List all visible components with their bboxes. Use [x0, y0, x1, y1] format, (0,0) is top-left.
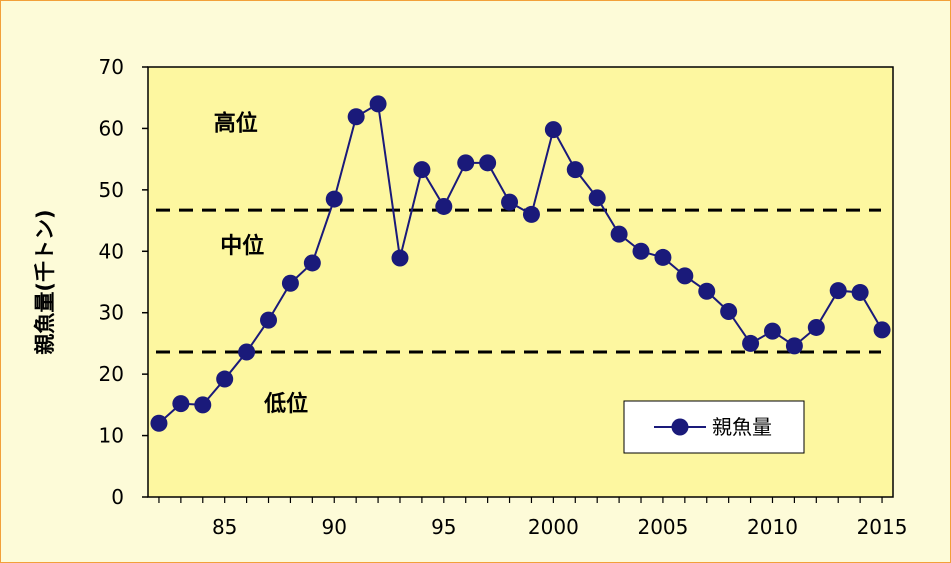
- data-point: [304, 254, 321, 271]
- data-point: [282, 275, 299, 292]
- data-point: [720, 303, 737, 320]
- data-point: [150, 415, 167, 432]
- data-point: [764, 323, 781, 340]
- data-point: [523, 206, 540, 223]
- data-point: [260, 312, 277, 329]
- legend: 親魚量: [624, 401, 804, 453]
- y-tick-label: 20: [99, 362, 124, 386]
- legend-marker: [672, 419, 689, 436]
- data-point: [611, 226, 628, 243]
- data-point: [370, 95, 387, 112]
- data-point: [698, 283, 715, 300]
- y-axis-ticks: 0 10 20 30 40 50 60 70: [99, 55, 148, 509]
- data-point: [589, 189, 606, 206]
- data-point: [808, 319, 825, 336]
- x-tick-label: 95: [431, 515, 456, 539]
- data-point: [172, 395, 189, 412]
- x-tick-label: 2000: [528, 515, 579, 539]
- data-point: [852, 284, 869, 301]
- y-tick-label: 0: [111, 485, 124, 509]
- data-point: [786, 337, 803, 354]
- x-axis-ticks: 85 90 95 2000 2005 2010 2015: [159, 497, 908, 539]
- x-tick-label: 2010: [747, 515, 798, 539]
- data-point: [216, 371, 233, 388]
- x-tick-label: 2005: [637, 515, 688, 539]
- data-point: [348, 108, 365, 125]
- zone-label: 中位: [220, 233, 264, 259]
- y-axis-label: 親魚量(千トン): [33, 209, 57, 354]
- data-point: [435, 198, 452, 215]
- x-tick-label: 2015: [857, 515, 908, 539]
- x-tick-label: 85: [212, 515, 237, 539]
- y-tick-label: 50: [99, 178, 124, 202]
- data-point: [238, 344, 255, 361]
- data-point: [326, 191, 343, 208]
- y-tick-label: 10: [99, 424, 124, 448]
- data-point: [654, 249, 671, 266]
- data-point: [633, 243, 650, 260]
- data-point: [742, 335, 759, 352]
- data-point: [457, 154, 474, 171]
- data-point: [413, 161, 430, 178]
- data-point: [830, 282, 847, 299]
- data-point: [479, 154, 496, 171]
- data-point: [874, 321, 891, 338]
- y-tick-label: 30: [99, 301, 124, 325]
- zone-label: 低位: [263, 391, 308, 417]
- y-tick-label: 70: [99, 55, 124, 79]
- zone-label: 高位: [214, 110, 258, 136]
- y-tick-label: 60: [99, 116, 124, 140]
- x-tick-label: 90: [322, 515, 347, 539]
- y-tick-label: 40: [99, 239, 124, 263]
- data-point: [545, 121, 562, 138]
- data-point: [391, 250, 408, 267]
- data-point: [501, 194, 518, 211]
- data-point: [676, 267, 693, 284]
- data-point: [194, 396, 211, 413]
- legend-label: 親魚量: [712, 415, 772, 439]
- data-point: [567, 161, 584, 178]
